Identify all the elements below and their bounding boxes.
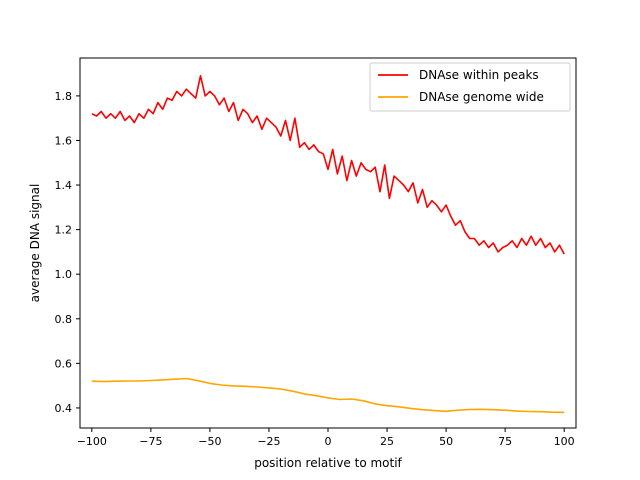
- series-line-within-peaks: [91, 75, 565, 255]
- legend-box: [369, 62, 571, 112]
- y-tick-label: 1.6: [55, 134, 73, 147]
- legend-label-within-peaks: DNAse within peaks: [419, 68, 539, 82]
- x-tick-label: 100: [554, 435, 575, 448]
- y-tick-label: 0.6: [55, 357, 73, 370]
- y-tick-label: 1.8: [55, 90, 73, 103]
- x-tick-label: −50: [198, 435, 221, 448]
- x-tick-label: 75: [498, 435, 512, 448]
- x-tick-label: −100: [77, 435, 107, 448]
- y-axis-ticks: 0.4 0.6 0.8 1.0 1.2 1.4 1.6 1.8: [55, 90, 80, 415]
- x-tick-label: 50: [439, 435, 453, 448]
- series-layer: [91, 75, 565, 414]
- y-tick-label: 1.0: [55, 268, 73, 281]
- x-tick-label: −75: [139, 435, 162, 448]
- y-tick-label: 1.2: [55, 224, 73, 237]
- y-axis-label: average DNA signal: [28, 184, 42, 303]
- y-tick-label: 1.4: [55, 179, 73, 192]
- x-tick-label: 0: [325, 435, 332, 448]
- legend: DNAse within peaks DNAse genome wide: [369, 62, 571, 112]
- x-axis-ticks: −100 −75 −50 −25 0 25 50 75 100: [77, 428, 575, 448]
- y-tick-label: 0.4: [55, 402, 73, 415]
- legend-label-genome-wide: DNAse genome wide: [419, 90, 544, 104]
- series-line-genome-wide: [91, 377, 565, 414]
- x-tick-label: 25: [380, 435, 394, 448]
- x-tick-label: −25: [257, 435, 280, 448]
- y-tick-label: 0.8: [55, 313, 73, 326]
- x-axis-label: position relative to motif: [254, 456, 402, 470]
